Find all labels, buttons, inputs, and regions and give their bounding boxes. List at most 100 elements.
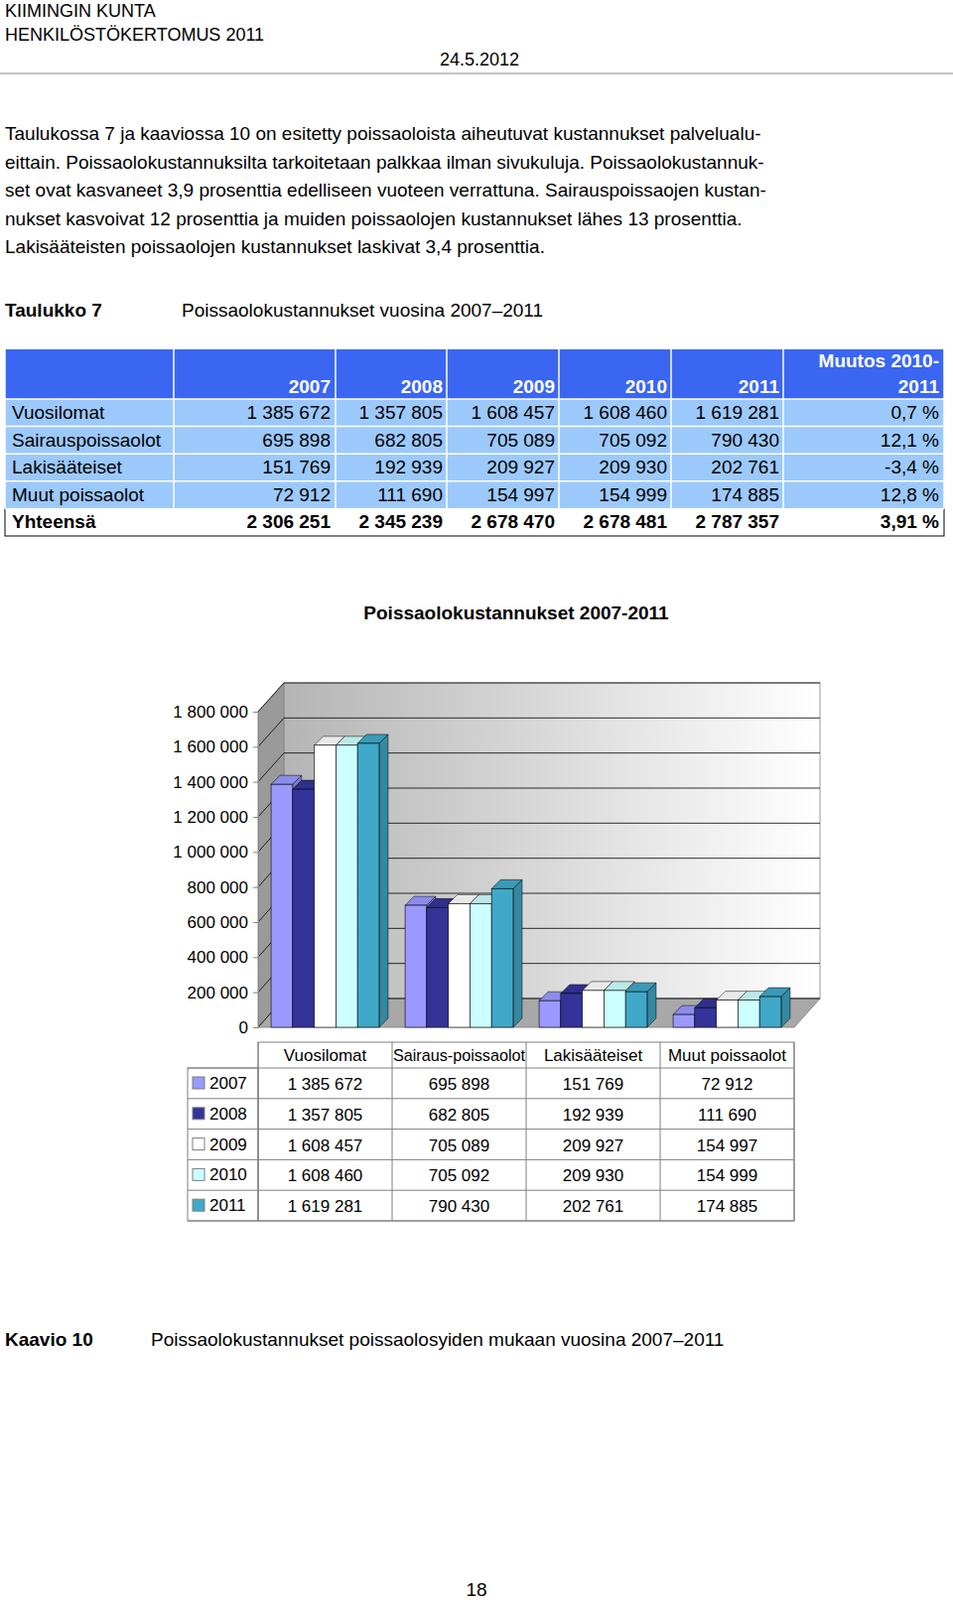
table-cell: 2 345 239 <box>358 511 443 533</box>
y-tick: 1 200 000 <box>172 808 259 827</box>
y-tick-mark <box>253 711 259 713</box>
date: 24.5.2012 <box>439 49 520 70</box>
table-header: 2009 <box>513 376 555 398</box>
y-tick: 1 000 000 <box>172 842 259 862</box>
legend-swatch <box>192 1107 205 1120</box>
bar <box>292 789 315 1028</box>
paragraph-line: Taulukossa 7 ja kaaviossa 10 on esitetty… <box>4 123 762 144</box>
table-header: 2010 <box>625 376 668 398</box>
y-tick: 1 800 000 <box>172 702 259 722</box>
table: 20072008200920102011Muutos 2010-2011Vuos… <box>4 349 945 537</box>
data-table-value: 705 092 <box>428 1166 490 1186</box>
data-table-grid <box>526 1042 528 1222</box>
table-grid <box>445 349 448 509</box>
y-tick-mark <box>253 782 259 784</box>
y-tick: 200 000 <box>187 983 259 1003</box>
table-row-bg <box>4 508 945 537</box>
x-tick-label: Muut poissaolot <box>668 1046 787 1066</box>
table-cell: 695 898 <box>262 429 331 451</box>
bar-top <box>759 987 791 997</box>
table-cell: 705 092 <box>598 429 668 451</box>
y-tick-label: 1 000 000 <box>172 842 249 862</box>
bar-top <box>357 734 389 744</box>
y-tick-label: 1 800 000 <box>172 702 249 722</box>
data-table-grid <box>187 1068 795 1070</box>
table-grid <box>670 349 673 509</box>
data-table-value: 151 769 <box>562 1075 624 1094</box>
legend-swatch <box>192 1077 205 1090</box>
chart: Poissaolokustannukset 2007-20110200 0004… <box>172 602 820 1222</box>
legend-entry: 2009 <box>209 1135 248 1155</box>
y-tick: 0 <box>239 1018 259 1038</box>
data-table-value: 192 939 <box>562 1105 624 1125</box>
grid-line <box>258 682 284 712</box>
legend-entry: 2008 <box>209 1104 248 1124</box>
table-title: Poissaolokustannukset vuosina 2007–2011 <box>181 299 544 321</box>
legend-entry: 2011 <box>209 1196 247 1216</box>
data-table-value: 790 430 <box>428 1197 490 1217</box>
data-table: VuosilomatSairaus-poissaolotLakisääteise… <box>187 1042 795 1222</box>
y-tick-mark <box>253 956 259 958</box>
bars <box>271 734 791 1028</box>
table-cell: 154 997 <box>486 484 555 506</box>
y-axis-line <box>253 712 260 1029</box>
page-number: 18 <box>465 1579 487 1600</box>
table-row-bg <box>4 426 945 455</box>
row-label: Yhteensä <box>11 511 97 533</box>
table-cell: 12,1 % <box>880 429 940 451</box>
bar-top <box>625 982 657 992</box>
bar <box>603 990 626 1028</box>
grid-line <box>283 717 820 719</box>
table-grid <box>4 452 945 455</box>
data-table-frame <box>187 1068 259 1222</box>
legend-entry: 2010 <box>209 1165 248 1185</box>
bar <box>625 991 648 1028</box>
x-tick-label: Lakisääteiset <box>544 1046 644 1066</box>
bar <box>539 1000 561 1028</box>
data-table-grid <box>187 1159 795 1161</box>
table-cell: -3,4 % <box>884 456 940 478</box>
y-tick: 1 400 000 <box>172 773 259 793</box>
table-cell: 209 930 <box>598 456 668 478</box>
data-table-value: 705 089 <box>428 1136 490 1156</box>
table-grid <box>557 349 560 509</box>
table-cell: 3,91 % <box>880 511 940 533</box>
legend-swatch <box>192 1199 205 1212</box>
grid <box>258 682 820 1028</box>
table-header-bg <box>4 349 945 400</box>
y-tick-mark <box>253 887 259 889</box>
bar <box>448 903 471 1028</box>
table-cell: 202 761 <box>710 456 780 478</box>
table-cell: 1 608 457 <box>470 402 555 423</box>
table-cell: 1 385 672 <box>246 402 331 423</box>
y-tick-label: 800 000 <box>187 878 249 898</box>
table-cell: 192 939 <box>374 456 443 478</box>
bar <box>357 743 380 1028</box>
data-table-grid <box>187 1190 795 1192</box>
bar <box>491 888 514 1028</box>
data-table-value: 1 608 460 <box>287 1166 364 1186</box>
y-tick-mark <box>253 746 259 748</box>
report-title: HENKILÖSTÖKERTOMUS 2011 <box>4 24 265 45</box>
row-label: Sairauspoissaolot <box>11 429 162 451</box>
bar <box>582 990 605 1028</box>
table-cell: 705 089 <box>486 429 555 451</box>
y-tick-label: 600 000 <box>187 913 249 933</box>
x-tick-label: Vuosilomat <box>283 1046 368 1066</box>
y-tick: 400 000 <box>187 948 259 967</box>
table-cell: 2 678 481 <box>582 511 668 533</box>
bar <box>737 1000 760 1028</box>
bar <box>335 745 358 1028</box>
caption-label: Kaavio 10 <box>4 1329 94 1351</box>
data-table-grid <box>392 1042 394 1222</box>
table-grid <box>172 349 175 509</box>
data-table-grid <box>187 1097 795 1099</box>
legend-swatch <box>192 1168 205 1181</box>
table-cell: 209 927 <box>486 456 555 478</box>
bar <box>405 905 427 1028</box>
bar <box>469 903 492 1028</box>
data-table-value: 111 690 <box>697 1105 757 1125</box>
bar <box>716 1000 739 1028</box>
data-table-value: 1 385 672 <box>287 1075 364 1094</box>
data-table-grid <box>187 1128 795 1130</box>
